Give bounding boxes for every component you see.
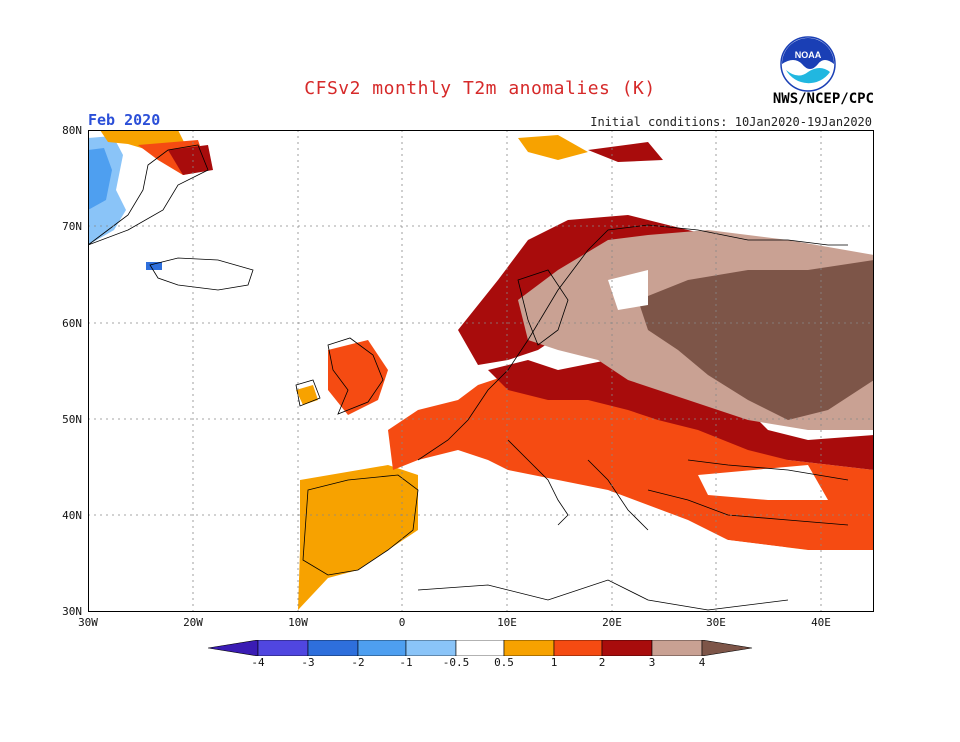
lat-label-50n: 50N bbox=[62, 413, 82, 426]
lat-label-70n: 70N bbox=[62, 220, 82, 233]
lon-label-40e: 40E bbox=[811, 616, 831, 629]
lon-label-30w: 30W bbox=[78, 616, 98, 629]
lat-label-30n: 30N bbox=[62, 605, 82, 618]
anomaly-field-neutral bbox=[418, 270, 874, 612]
forecast-month: Feb 2020 bbox=[88, 111, 161, 129]
colorbar-tick-label: -2 bbox=[351, 656, 365, 669]
colorbar-swatch bbox=[601, 640, 653, 656]
anomaly-field-brown bbox=[638, 260, 874, 420]
colorbar-swatch bbox=[651, 640, 703, 656]
lat-label-80n: 80N bbox=[62, 124, 82, 137]
colorbar-tick-label: 3 bbox=[648, 656, 656, 669]
colorbar-swatch bbox=[405, 640, 457, 656]
colorbar-tick-label: -1 bbox=[399, 656, 413, 669]
lon-label-0: 0 bbox=[398, 616, 406, 629]
colorbar-tick-label: -0.5 bbox=[442, 656, 470, 669]
lon-label-20e: 20E bbox=[602, 616, 622, 629]
lon-label-10w: 10W bbox=[288, 616, 308, 629]
organization-label: NWS/NCEP/CPC bbox=[772, 91, 874, 107]
colorbar-tick-label: 0.5 bbox=[494, 656, 514, 669]
colorbar-tick-label: -4 bbox=[251, 656, 265, 669]
colorbar-swatch bbox=[553, 640, 603, 656]
initial-conditions: Initial conditions: 10Jan2020-19Jan2020 bbox=[590, 115, 872, 129]
colorbar-swatch bbox=[307, 640, 359, 656]
anomaly-field-cold bbox=[88, 136, 162, 270]
colorbar-swatch bbox=[208, 640, 259, 656]
coastlines bbox=[88, 144, 849, 611]
colorbar-swatch bbox=[357, 640, 407, 656]
lon-label-10e: 10E bbox=[497, 616, 517, 629]
lat-label-40n: 40N bbox=[62, 509, 82, 522]
colorbar-tick-label: 1 bbox=[550, 656, 558, 669]
chart-title: CFSv2 monthly T2m anomalies (K) bbox=[304, 78, 656, 99]
anomaly-map bbox=[88, 130, 874, 612]
noaa-logo-icon: NOAA bbox=[780, 36, 836, 92]
colorbar-swatch bbox=[701, 640, 753, 656]
colorbar-tick-label: 4 bbox=[698, 656, 706, 669]
lon-label-30e: 30E bbox=[706, 616, 726, 629]
lat-label-60n: 60N bbox=[62, 317, 82, 330]
colorbar-swatch bbox=[455, 640, 505, 656]
colorbar bbox=[208, 640, 753, 656]
map-gridlines bbox=[88, 130, 874, 612]
colorbar-swatch bbox=[257, 640, 309, 656]
noaa-logo-text: NOAA bbox=[795, 50, 822, 60]
colorbar-tick-label: 2 bbox=[598, 656, 606, 669]
colorbar-tick-label: -3 bbox=[301, 656, 315, 669]
colorbar-swatch bbox=[503, 640, 555, 656]
lon-label-20w: 20W bbox=[183, 616, 203, 629]
